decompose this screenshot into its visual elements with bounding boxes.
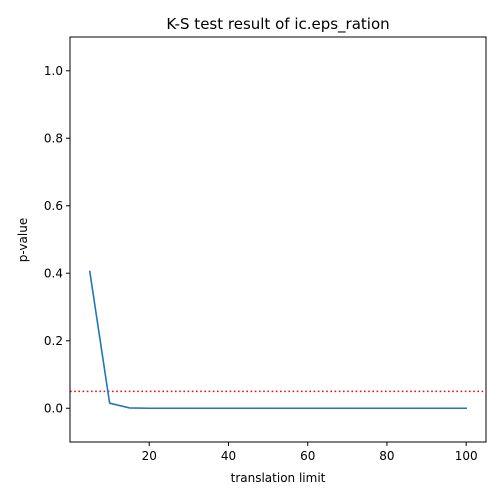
x-tick-label-60: 60: [300, 449, 315, 463]
y-tick-label-0.6: 0.6: [44, 199, 63, 213]
y-tick-label-0.4: 0.4: [44, 266, 63, 280]
x-tick-label-80: 80: [379, 449, 394, 463]
y-tick-label-0.2: 0.2: [44, 334, 63, 348]
chart-title: K-S test result of ic.eps_ration: [166, 15, 389, 34]
x-tick-label-100: 100: [455, 449, 478, 463]
y-tick-label-0.8: 0.8: [44, 131, 63, 145]
x-tick-label-20: 20: [142, 449, 157, 463]
y-axis-label: p-value: [16, 218, 30, 262]
y-tick-label-0: 0.0: [44, 401, 63, 415]
axes-frame: [69, 36, 487, 443]
y-tick-label-1: 1.0: [44, 64, 63, 78]
plot-area: 20 40 60 80 100 0.0 0.2 0.4 0.6 0.8 1.0: [44, 36, 487, 463]
series-line-0: [88, 270, 467, 410]
x-axis-label: translation limit: [231, 471, 326, 485]
x-tick-label-40: 40: [221, 449, 236, 463]
